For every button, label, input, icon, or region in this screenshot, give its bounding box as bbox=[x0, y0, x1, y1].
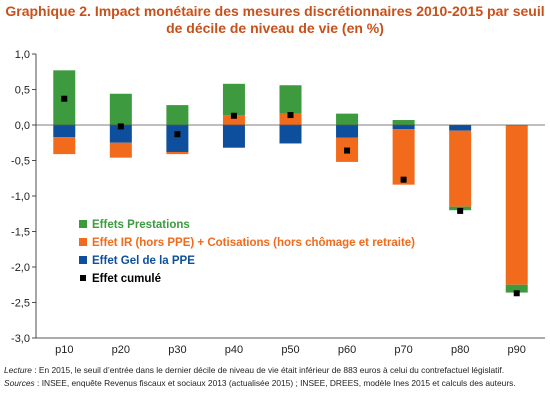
bar-ppe-p10 bbox=[53, 125, 76, 138]
x-tick-label-p70: p70 bbox=[394, 344, 412, 356]
bar-prestations-p20 bbox=[109, 93, 132, 125]
legend-swatch-ppe bbox=[79, 256, 87, 264]
y-tick-label: 1,0 bbox=[15, 49, 30, 61]
y-tick-label: -2,5 bbox=[11, 298, 30, 310]
bar-prestations-p70 bbox=[392, 120, 415, 125]
cumul-marker-p40 bbox=[230, 112, 237, 119]
y-tick-label: -1,0 bbox=[11, 191, 30, 203]
x-tick-label-p60: p60 bbox=[338, 344, 356, 356]
bar-prestations-p60 bbox=[336, 113, 359, 125]
bars-group bbox=[53, 70, 528, 293]
bar-ir-p10 bbox=[53, 137, 76, 155]
chart-title-line1: Graphique 2. Impact monétaire des mesure… bbox=[5, 3, 545, 19]
bar-prestations-p50 bbox=[279, 85, 302, 114]
bar-ppe-p20 bbox=[109, 125, 132, 143]
cumul-marker-p90 bbox=[513, 290, 520, 297]
cumul-marker-p70 bbox=[400, 176, 407, 183]
legend-label-cumul: Effet cumulé bbox=[92, 273, 161, 285]
footer-lecture: Lecture : En 2015, le seuil d’entrée dan… bbox=[4, 364, 549, 377]
cumul-marker-p50 bbox=[287, 112, 294, 119]
cumul-marker-p80 bbox=[457, 207, 464, 214]
cumul-marker-p60 bbox=[344, 147, 351, 154]
y-tick-label: 0,0 bbox=[15, 120, 30, 132]
legend-label-ppe: Effet Gel de la PPE bbox=[92, 255, 195, 267]
chart-title: Graphique 2. Impact monétaire des mesure… bbox=[0, 3, 550, 37]
cumul-marker-p10 bbox=[61, 95, 68, 102]
x-axis: p10 p20 p30 p40 p50 p60 p70 p80 p90 bbox=[55, 344, 526, 356]
y-tick-label: -1,5 bbox=[11, 227, 30, 239]
bar-prestations-p30 bbox=[166, 105, 189, 125]
y-tick-label: -2,0 bbox=[11, 262, 30, 274]
chart-title-line2: de décile de niveau de vie (en %) bbox=[166, 20, 384, 36]
legend: Effets Prestations Effet IR (hors PPE) +… bbox=[79, 219, 415, 285]
cumul-marker-p20 bbox=[117, 123, 124, 130]
footer-sources-text: : INSEE, enquête Revenus fiscaux et soci… bbox=[34, 377, 516, 388]
footer-sources: Sources : INSEE, enquête Revenus fiscaux… bbox=[4, 377, 549, 390]
x-tick-label-p50: p50 bbox=[281, 344, 299, 356]
cumul-markers bbox=[61, 95, 520, 297]
footer-lecture-text: : En 2015, le seuil d’entrée dans le der… bbox=[31, 365, 505, 375]
legend-label-prestations: Effets Prestations bbox=[92, 219, 190, 231]
x-tick-label-p20: p20 bbox=[112, 344, 130, 356]
legend-item-ppe: Effet Gel de la PPE bbox=[79, 255, 195, 267]
bar-ppe-p80 bbox=[449, 125, 472, 131]
footer-lecture-label: Lecture bbox=[4, 365, 32, 375]
footer-sources-label: Sources bbox=[4, 377, 35, 388]
x-tick-label-p30: p30 bbox=[168, 344, 186, 356]
bar-ppe-p50 bbox=[279, 125, 302, 144]
bar-ir-p90 bbox=[505, 125, 528, 285]
legend-item-cumul: Effet cumulé bbox=[80, 273, 161, 285]
legend-label-ir: Effet IR (hors PPE) + Cotisations (hors … bbox=[92, 237, 415, 249]
legend-swatch-prestations bbox=[79, 220, 87, 228]
bar-prestations-p90 bbox=[505, 284, 528, 293]
bar-ir-p20 bbox=[109, 142, 132, 158]
y-axis: 1,0 0,5 0,0 -0,5 -1,0 -1,5 -2,0 -2,5 -3,0 bbox=[11, 49, 36, 345]
legend-item-ir: Effet IR (hors PPE) + Cotisations (hors … bbox=[79, 237, 415, 249]
chart-canvas: 1,0 0,5 0,0 -0,5 -1,0 -1,5 -2,0 -2,5 -3,0 p10 p20… bbox=[11, 49, 545, 356]
bar-ppe-p60 bbox=[336, 125, 359, 138]
legend-item-prestations: Effets Prestations bbox=[79, 219, 190, 231]
x-tick-label-p40: p40 bbox=[225, 344, 243, 356]
bar-ir-p40 bbox=[222, 115, 245, 125]
bar-ppe-p70 bbox=[392, 125, 415, 130]
x-tick-label-p80: p80 bbox=[451, 344, 469, 356]
bar-prestations-p40 bbox=[222, 83, 245, 116]
bar-ppe-p40 bbox=[222, 125, 245, 148]
x-tick-label-p10: p10 bbox=[55, 344, 73, 356]
y-tick-label: -3,0 bbox=[11, 333, 30, 345]
y-tick-label: 0,5 bbox=[15, 85, 30, 97]
legend-swatch-cumul bbox=[80, 275, 86, 281]
footer-notes: Lecture : En 2015, le seuil d’entrée dan… bbox=[4, 364, 549, 389]
cumul-marker-p30 bbox=[174, 131, 181, 138]
legend-swatch-ir bbox=[79, 238, 87, 246]
bar-ir-p30 bbox=[166, 151, 189, 155]
x-tick-label-p90: p90 bbox=[508, 344, 526, 356]
bar-ir-p50 bbox=[279, 113, 302, 125]
y-tick-label: -0,5 bbox=[11, 156, 30, 168]
bar-ir-p70 bbox=[392, 129, 415, 185]
bar-ppe-p30 bbox=[166, 125, 189, 152]
bar-ir-p80 bbox=[449, 130, 472, 207]
